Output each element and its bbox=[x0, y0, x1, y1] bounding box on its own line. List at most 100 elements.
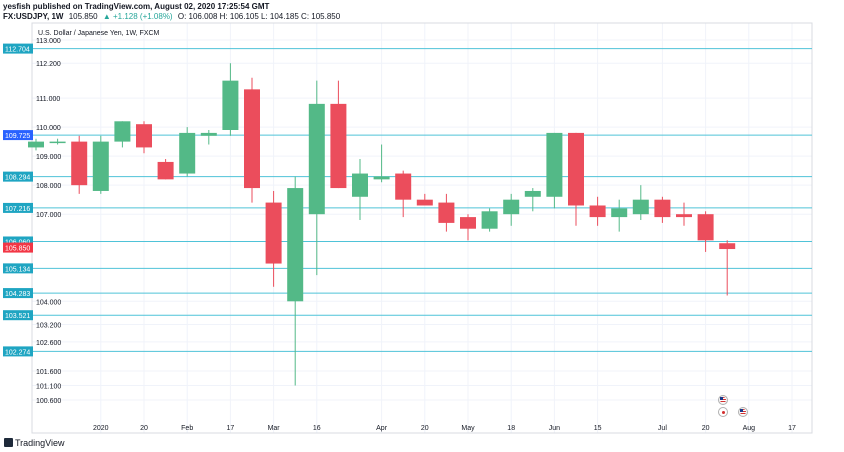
candle-down bbox=[136, 124, 152, 148]
us-flag-icon bbox=[720, 397, 726, 403]
x-tick-label: 16 bbox=[313, 425, 321, 432]
x-tick-label: May bbox=[461, 425, 475, 432]
x-tick-label: 17 bbox=[788, 425, 796, 432]
candle-down bbox=[654, 199, 671, 218]
chart-header: yesfish published on TradingView.com, Au… bbox=[3, 2, 343, 22]
candle-up bbox=[352, 173, 368, 197]
symbol-info-line: FX:USDJPY, 1W 105.850 ▲ +1.128 (+1.08%) … bbox=[3, 12, 343, 22]
candle-down bbox=[395, 173, 412, 200]
candle-up bbox=[28, 141, 44, 148]
x-tick-label: 18 bbox=[507, 425, 515, 432]
x-tick-label: Feb bbox=[181, 425, 193, 432]
candle-down bbox=[719, 243, 736, 250]
candle-down bbox=[265, 202, 282, 264]
y-tick-label: 100.600 bbox=[36, 398, 61, 405]
tradingview-logo-icon bbox=[4, 438, 13, 447]
candle-up bbox=[611, 208, 628, 218]
y-tick-label: 102.600 bbox=[36, 340, 61, 347]
us-flag-icon bbox=[740, 409, 746, 415]
candle-up bbox=[287, 188, 304, 302]
candle-down bbox=[71, 141, 88, 186]
candle-down bbox=[697, 214, 714, 241]
price-change: ▲ +1.128 (+1.08%) bbox=[102, 12, 173, 21]
candle-up bbox=[524, 190, 541, 197]
candle-up bbox=[308, 103, 325, 215]
candle-up bbox=[200, 132, 217, 136]
price-line-label: 103.521 bbox=[5, 313, 30, 320]
price-line-label: 105.134 bbox=[5, 266, 30, 273]
y-tick-label: 104.000 bbox=[36, 299, 61, 306]
price-line-label: 112.704 bbox=[5, 47, 30, 54]
x-tick-label: Aug bbox=[743, 425, 756, 432]
price-line-label-box bbox=[3, 310, 33, 321]
y-tick-label: 108.000 bbox=[36, 183, 61, 190]
price-line-label: 104.283 bbox=[5, 291, 30, 298]
price-line-label-box bbox=[3, 130, 33, 141]
symbol-label[interactable]: FX:USDJPY, 1W bbox=[3, 12, 64, 21]
candle-down bbox=[438, 202, 455, 223]
brand-label: TradingView bbox=[15, 438, 65, 448]
candle-up bbox=[546, 132, 563, 197]
price-line-label-box bbox=[3, 263, 33, 274]
event-marker-us-2[interactable] bbox=[738, 407, 748, 417]
y-tick-label: 107.000 bbox=[36, 212, 61, 219]
y-tick-label: 101.600 bbox=[36, 369, 61, 376]
price-line-label: 107.216 bbox=[5, 206, 30, 213]
x-tick-label: 20 bbox=[702, 425, 710, 432]
price-line-label: 109.725 bbox=[5, 133, 30, 140]
y-tick-label: 112.200 bbox=[36, 61, 61, 68]
price-line-label-box bbox=[3, 43, 33, 54]
x-tick-label: 2020 bbox=[93, 425, 109, 432]
price-line-label-box bbox=[3, 288, 33, 299]
candles-group bbox=[28, 63, 736, 386]
ohlc-values: O: 106.008 H: 106.105 L: 104.185 C: 105.… bbox=[177, 12, 341, 21]
x-tick-label: 17 bbox=[227, 425, 235, 432]
candle-down bbox=[460, 217, 476, 229]
candle-down bbox=[330, 103, 347, 189]
price-line-label-box bbox=[3, 202, 33, 213]
x-tick-label: Mar bbox=[268, 425, 281, 432]
y-tick-label: 111.000 bbox=[36, 96, 60, 103]
candle-up bbox=[503, 199, 520, 215]
x-tick-label: 20 bbox=[140, 425, 148, 432]
footer: TradingView bbox=[0, 436, 844, 452]
x-tick-label: Jun bbox=[549, 425, 560, 432]
y-tick-label: 101.100 bbox=[36, 383, 61, 390]
chart-grid bbox=[32, 23, 812, 433]
publisher-line: yesfish published on TradingView.com, Au… bbox=[3, 2, 270, 11]
last-price: 105.850 bbox=[68, 12, 98, 21]
x-tick-label: 15 bbox=[594, 425, 602, 432]
y-axis-ticks: 113.000 112.200 111.000 110.000 109.000 108.0… bbox=[36, 38, 61, 405]
tradingview-logo[interactable]: TradingView bbox=[4, 438, 65, 448]
event-marker-dot[interactable] bbox=[718, 407, 728, 417]
candle-down bbox=[568, 132, 584, 206]
price-line-label: 102.274 bbox=[5, 349, 30, 356]
x-axis-ticks: 2020 20 Feb 17 Mar 16 Apr 20 May 18 Jun 15 Jul 20 Aug 1… bbox=[93, 425, 796, 432]
candle-down bbox=[589, 205, 606, 218]
event-marker-us[interactable] bbox=[718, 395, 728, 405]
candle-up bbox=[114, 121, 131, 142]
x-tick-label: 20 bbox=[421, 425, 429, 432]
candle-up bbox=[222, 80, 239, 130]
y-tick-label: 109.000 bbox=[36, 154, 61, 161]
candle-up bbox=[49, 141, 66, 144]
price-line-label-box bbox=[3, 171, 33, 182]
candle-down bbox=[416, 199, 433, 206]
candle-up bbox=[92, 141, 109, 191]
price-line-label-box bbox=[3, 236, 33, 247]
candle-down bbox=[244, 89, 260, 189]
price-line-labels: 112.704109.725108.294107.216106.060105.8… bbox=[3, 43, 33, 357]
x-tick-label: Apr bbox=[376, 425, 388, 432]
price-line-label-box bbox=[3, 346, 33, 357]
y-tick-label: 110.000 bbox=[36, 125, 61, 132]
y-tick-label: 113.000 bbox=[36, 38, 61, 45]
chart-title: U.S. Dollar / Japanese Yen, 1W, FXCM bbox=[38, 30, 160, 37]
horizontal-lines bbox=[32, 48, 812, 352]
candle-up bbox=[179, 132, 196, 174]
candle-up bbox=[481, 211, 498, 229]
candle-down bbox=[157, 161, 174, 180]
price-line-label: 105.850 bbox=[5, 246, 30, 253]
dot-icon bbox=[722, 411, 725, 414]
y-tick-label: 103.200 bbox=[36, 323, 61, 330]
